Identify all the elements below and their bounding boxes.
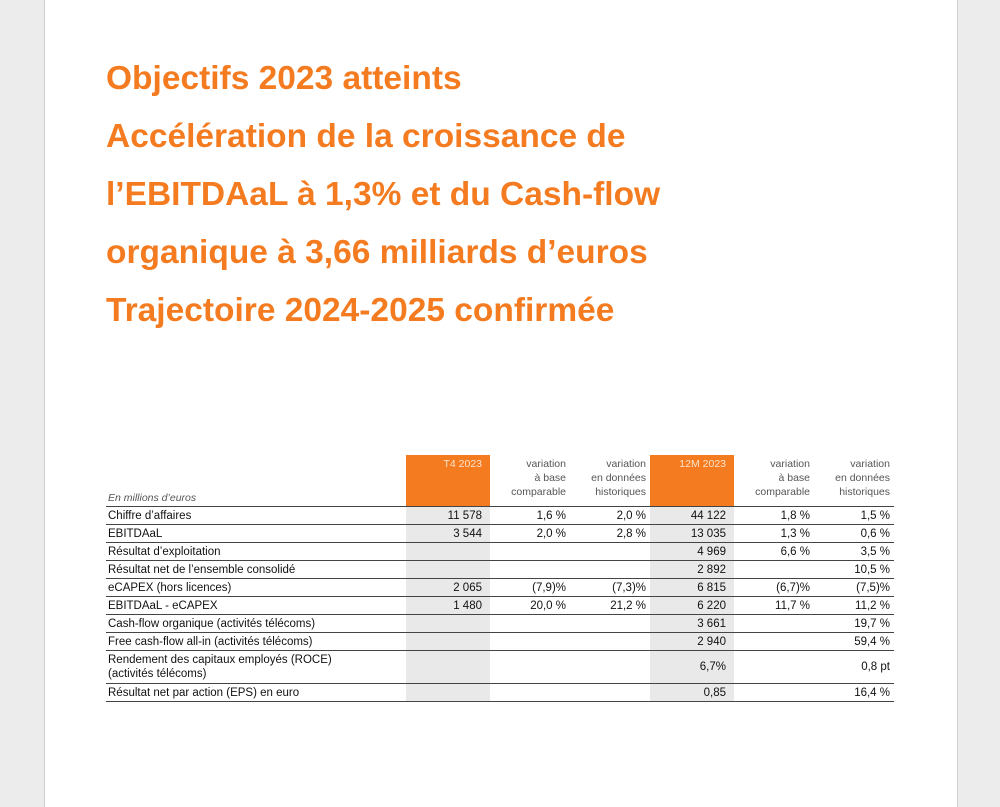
cell-t4-comp: 2,0 % xyxy=(536,527,566,540)
cell-m12: 2 892 xyxy=(650,560,734,579)
row-label: eCAPEX (hors licences) xyxy=(108,581,232,594)
table-row: Résultat net par action (EPS) en euro 0,8… xyxy=(106,683,894,702)
cell-t4-comp xyxy=(490,561,570,579)
cell-m12-hist: 1,5 % xyxy=(860,509,890,522)
cell-t4 xyxy=(406,650,490,684)
row-label: EBITDAaL xyxy=(108,527,163,540)
cell-m12-comp: 11,7 % xyxy=(775,599,810,612)
row-label: Cash-flow organique (activités télécoms) xyxy=(108,617,316,630)
cell-t4-comp: (7,9)% xyxy=(532,581,566,594)
cell-t4: 1 480 xyxy=(406,596,490,615)
cell-m12: 6 815 xyxy=(650,578,734,597)
table-row: Chiffre d’affaires 11 578 1,6 % 2,0 % 44 122… xyxy=(106,506,894,525)
headline-line: organique à 3,66 milliards d’euros xyxy=(106,234,648,271)
col-header-t4-var-historical: variation en données historiques xyxy=(591,458,646,498)
col-header-12m-var-comparable: variation à base comparable xyxy=(755,458,810,498)
cell-t4-comp xyxy=(490,543,570,561)
cell-m12-comp xyxy=(734,615,814,633)
row-label: EBITDAaL - eCAPEX xyxy=(108,599,218,612)
table-row: EBITDAaL 3 544 2,0 % 2,8 % 13 035 1,3 % 0,6 % xyxy=(106,524,894,543)
cell-t4-comp xyxy=(490,615,570,633)
cell-t4-hist xyxy=(570,651,650,684)
table-row: Rendement des capitaux employés (ROCE) (a… xyxy=(106,650,894,684)
table-row: eCAPEX (hors licences) 2 065 (7,9)% (7,3)% 6… xyxy=(106,578,894,597)
cell-t4-comp xyxy=(490,651,570,684)
cell-t4-hist xyxy=(570,543,650,561)
kpi-table: En millions d’euros T4 2023 variation à b… xyxy=(106,455,894,702)
cell-t4-hist: 21,2 % xyxy=(610,599,646,612)
cell-t4-comp: 1,6 % xyxy=(536,509,566,522)
cell-m12: 6 220 xyxy=(650,596,734,615)
cell-m12-hist: 19,7 % xyxy=(854,617,890,630)
table-row: Résultat d’exploitation 4 969 6,6 % 3,5 % xyxy=(106,542,894,561)
cell-t4 xyxy=(406,560,490,579)
cell-t4: 2 065 xyxy=(406,578,490,597)
headline-line: Trajectoire 2024-2025 confirmée xyxy=(106,292,615,329)
cell-m12: 3 661 xyxy=(650,614,734,633)
cell-m12-comp: 6,6 % xyxy=(780,545,810,558)
table-row: Free cash-flow all-in (activités télécom… xyxy=(106,632,894,651)
cell-t4-hist xyxy=(570,684,650,702)
cell-m12-comp: 1,8 % xyxy=(780,509,810,522)
col-header-t4: T4 2023 xyxy=(406,455,490,507)
col-header-12m-var-historical: variation en données historiques xyxy=(835,458,890,498)
row-label: Rendement des capitaux employés (ROCE) (a… xyxy=(108,654,332,680)
row-label: Chiffre d’affaires xyxy=(108,509,192,522)
table-row: Cash-flow organique (activités télécoms)… xyxy=(106,614,894,633)
row-label: Résultat d’exploitation xyxy=(108,545,221,558)
row-label: Résultat net de l’ensemble consolidé xyxy=(108,563,296,576)
table-body: Chiffre d’affaires 11 578 1,6 % 2,0 % 44 122… xyxy=(106,506,894,702)
cell-m12-comp xyxy=(734,684,814,702)
cell-m12-hist: 0,8 pt xyxy=(861,661,890,673)
cell-t4: 3 544 xyxy=(406,524,490,543)
table-row: EBITDAaL - eCAPEX 1 480 20,0 % 21,2 % 6 220 1… xyxy=(106,596,894,615)
cell-t4-hist: (7,3)% xyxy=(612,581,646,594)
cell-m12-hist: 11,2 % xyxy=(855,599,890,612)
cell-m12-hist: 16,4 % xyxy=(854,686,890,699)
cell-m12: 13 035 xyxy=(650,524,734,543)
cell-m12-comp xyxy=(734,651,814,684)
cell-m12-comp xyxy=(734,633,814,651)
cell-m12-comp: (6,7)% xyxy=(776,581,810,594)
headline-line: Objectifs 2023 atteints xyxy=(106,60,462,97)
cell-t4 xyxy=(406,542,490,561)
col-header-12m: 12M 2023 xyxy=(650,455,734,507)
cell-m12: 4 969 xyxy=(650,542,734,561)
row-label: Résultat net par action (EPS) en euro xyxy=(108,686,300,699)
headline-line: l’EBITDAaL à 1,3% et du Cash-flow xyxy=(106,176,661,213)
cell-m12-hist: 3,5 % xyxy=(860,545,890,558)
unit-label: En millions d’euros xyxy=(108,492,197,504)
cell-m12-hist: 0,6 % xyxy=(860,527,890,540)
cell-m12-hist: 59,4 % xyxy=(854,635,890,648)
cell-m12-hist: (7,5)% xyxy=(856,581,890,594)
document-page xyxy=(44,0,958,807)
col-header-t4-var-comparable: variation à base comparable xyxy=(511,458,566,498)
cell-t4-hist: 2,8 % xyxy=(616,527,646,540)
cell-t4 xyxy=(406,614,490,633)
cell-t4-hist xyxy=(570,633,650,651)
table-row: Résultat net de l’ensemble consolidé 2 89… xyxy=(106,560,894,579)
cell-m12-hist: 10,5 % xyxy=(854,563,890,576)
cell-t4 xyxy=(406,632,490,651)
headline: Objectifs 2023 atteints Accélération de … xyxy=(106,50,866,340)
cell-m12-comp xyxy=(734,561,814,579)
row-label: Free cash-flow all-in (activités télécom… xyxy=(108,635,313,648)
table-header-row: En millions d’euros T4 2023 variation à b… xyxy=(106,455,894,507)
cell-m12: 44 122 xyxy=(650,506,734,525)
cell-m12-comp: 1,3 % xyxy=(780,527,810,540)
cell-m12: 6,7% xyxy=(650,650,734,684)
cell-t4: 11 578 xyxy=(406,506,490,525)
cell-t4-hist: 2,0 % xyxy=(616,509,646,522)
cell-t4-hist xyxy=(570,615,650,633)
cell-t4-comp xyxy=(490,633,570,651)
cell-t4 xyxy=(406,683,490,702)
cell-t4-hist xyxy=(570,561,650,579)
cell-t4-comp: 20,0 % xyxy=(530,599,566,612)
headline-line: Accélération de la croissance de xyxy=(106,118,626,155)
cell-m12: 2 940 xyxy=(650,632,734,651)
cell-t4-comp xyxy=(490,684,570,702)
cell-m12: 0,85 xyxy=(650,683,734,702)
